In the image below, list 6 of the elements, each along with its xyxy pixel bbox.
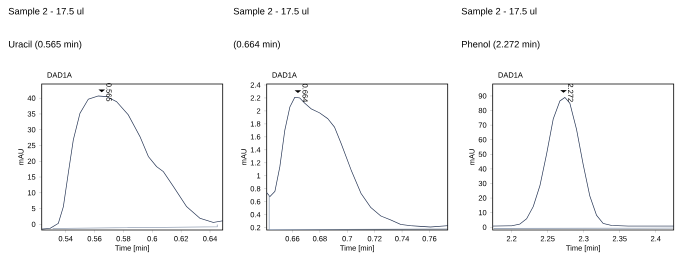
chart-title: Sample 2 - 17.5 ul — [8, 8, 84, 16]
chart-subtitle: Phenol (2.272 min) — [462, 40, 540, 50]
chart-title: Sample 2 - 17.5 ul — [462, 8, 536, 16]
chart-subtitle: Uracil (0.565 min) — [8, 40, 82, 50]
chart-subtitle: (0.664 min) — [234, 40, 280, 50]
chart-title: Sample 2 - 17.5 ul — [234, 8, 308, 16]
